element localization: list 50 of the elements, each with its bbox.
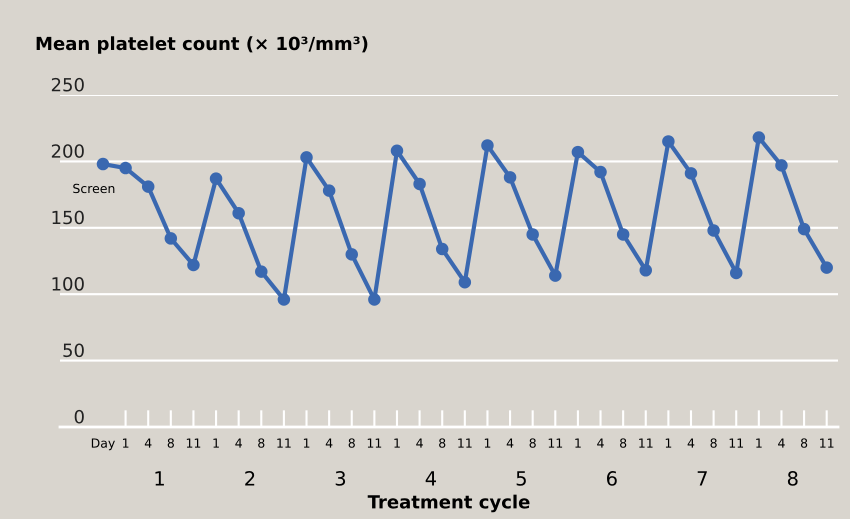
y-tick-label: 100 bbox=[52, 277, 84, 291]
text: 3 bbox=[336, 471, 346, 486]
x-tick-label: Day bbox=[92, 438, 115, 450]
x-tick-label: 8 bbox=[348, 438, 355, 448]
x-tick-label: 11 bbox=[368, 438, 382, 448]
x-tick-label: 1 bbox=[484, 438, 490, 448]
y-tick-label: 50 bbox=[63, 343, 84, 358]
x-tick-label: 11 bbox=[639, 438, 653, 448]
x-tick-label: 8 bbox=[800, 438, 808, 448]
x-tick-label: 4 bbox=[506, 438, 514, 448]
x-tick-label: 1 bbox=[394, 438, 400, 448]
x-tick-label: 4 bbox=[326, 438, 332, 448]
x-tick-label: 4 bbox=[597, 438, 604, 448]
x-tick-label: 4 bbox=[144, 438, 152, 448]
y-tick-label: 150 bbox=[52, 210, 84, 224]
x-tick-label: 11 bbox=[730, 438, 744, 448]
chart-title: Mean platelet count (× 10³/mm³) bbox=[36, 36, 368, 54]
y-tick-label: 0 bbox=[74, 410, 84, 424]
annotation: Screen bbox=[73, 184, 114, 194]
x-tick-label: 11 bbox=[820, 438, 834, 448]
x-tick-label: 8 bbox=[620, 438, 626, 448]
x-tick-label: 1 bbox=[304, 438, 310, 448]
text: 8 bbox=[788, 471, 798, 486]
x-tick-label: 8 bbox=[530, 438, 536, 448]
y-tick-label: 200 bbox=[52, 144, 84, 158]
x-tick-label: 1 bbox=[666, 438, 672, 448]
x-tick-label: 11 bbox=[548, 438, 562, 448]
x-tick-label: 11 bbox=[277, 438, 291, 448]
x-axis-title: Treatment cycle bbox=[368, 494, 530, 512]
x-tick-label: 8 bbox=[710, 438, 717, 448]
x-tick-label: 8 bbox=[258, 438, 264, 448]
x-tick-label: 8 bbox=[168, 438, 174, 448]
y-tick-label: 250 bbox=[52, 78, 84, 92]
x-tick-label: 4 bbox=[235, 438, 242, 448]
x-tick-label: 4 bbox=[688, 438, 694, 448]
x-tick-label: 1 bbox=[122, 438, 128, 448]
x-tick-label: 11 bbox=[186, 438, 200, 448]
x-tick-label: 1 bbox=[575, 438, 581, 448]
x-tick-label: 11 bbox=[458, 438, 472, 448]
x-tick-label: 1 bbox=[213, 438, 219, 448]
x-tick-label: 8 bbox=[439, 438, 446, 448]
text: 2 bbox=[245, 471, 254, 486]
text: 6 bbox=[607, 471, 617, 486]
x-tick-label: 4 bbox=[416, 438, 423, 448]
text: 1 bbox=[155, 471, 164, 486]
x-tick-label: 1 bbox=[756, 438, 762, 448]
text: 5 bbox=[516, 471, 526, 486]
x-tick-label: 4 bbox=[778, 438, 785, 448]
text: 4 bbox=[426, 471, 436, 486]
text: 7 bbox=[698, 471, 707, 486]
